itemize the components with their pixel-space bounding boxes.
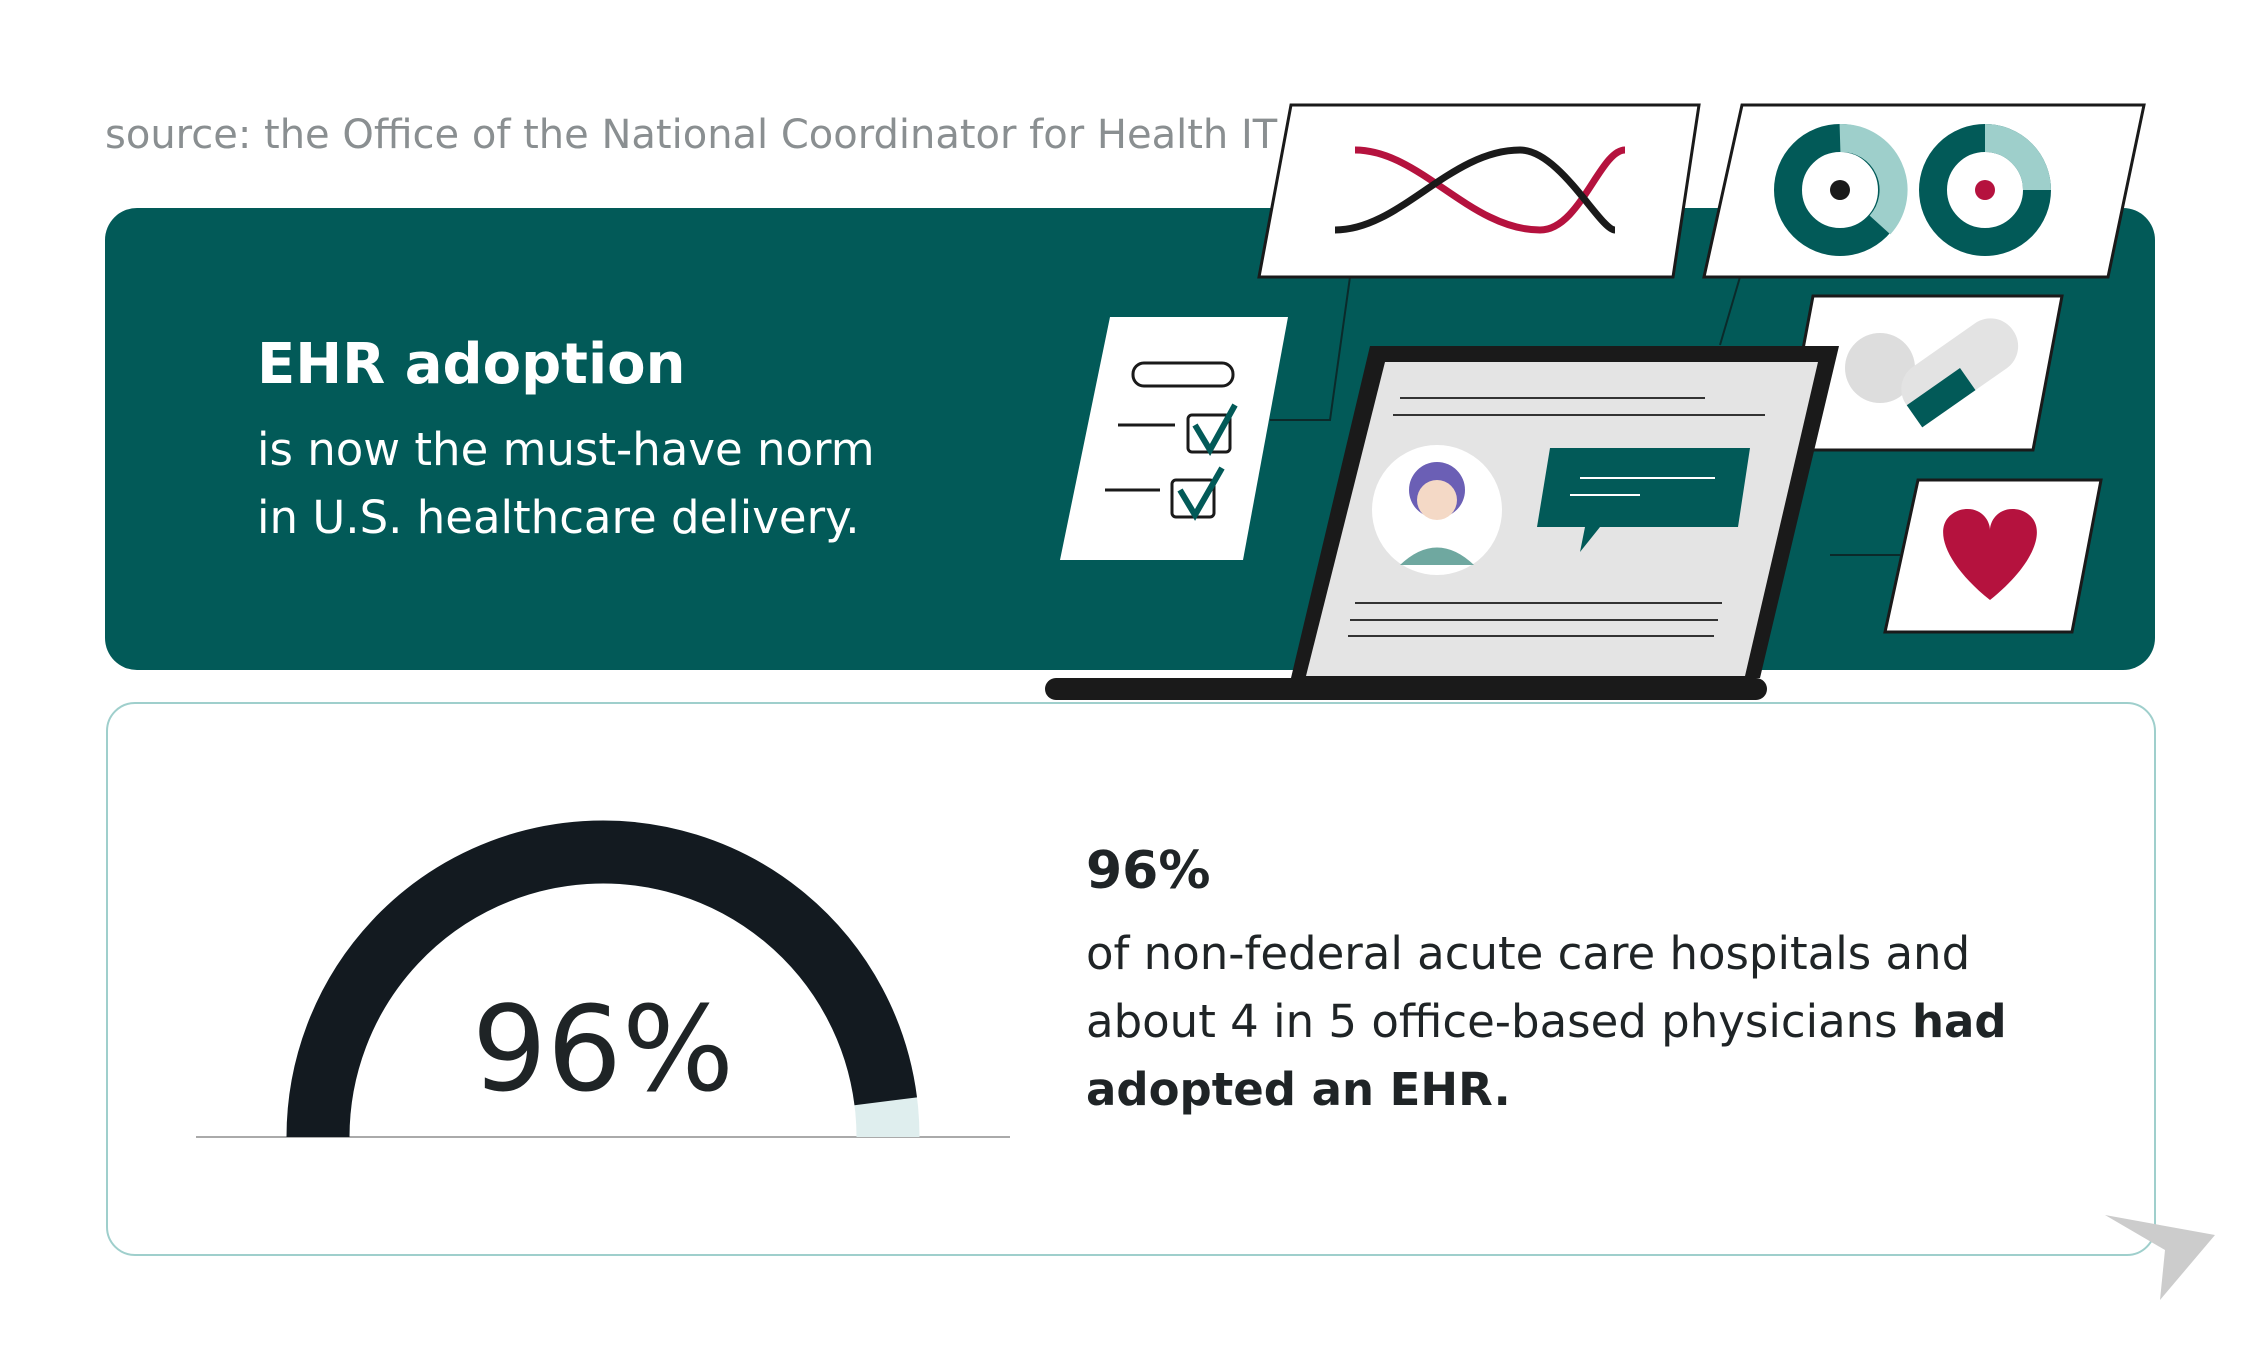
stat-panel (106, 702, 2156, 1256)
heart-icon (1943, 509, 2037, 600)
dna-icon (1334, 146, 1626, 234)
header-title: EHR adoption (257, 332, 685, 397)
source: source: the Office of the National Coord… (105, 112, 1278, 158)
gauge-arc (286, 820, 917, 1138)
laptop (1045, 346, 1839, 700)
header-subtitle: is now the must-have norm (257, 423, 875, 476)
logo (2105, 1215, 2215, 1300)
donut-icons (1774, 124, 2051, 256)
clipboard-icon (1105, 361, 1238, 521)
stat-body-text: of non-federal acute care hospitals and … (1086, 927, 1971, 1048)
header-subtitle: in U.S. healthcare delivery. (257, 491, 860, 544)
pill-icon (1845, 318, 2019, 428)
stat-body: of non-federal acute care hospitals and … (1086, 920, 2046, 1124)
stat-heading: 96% (1086, 841, 1210, 901)
stat-emphasis: had adopted an EHR. (1086, 995, 2007, 1116)
gauge-label: 96% (472, 980, 734, 1118)
